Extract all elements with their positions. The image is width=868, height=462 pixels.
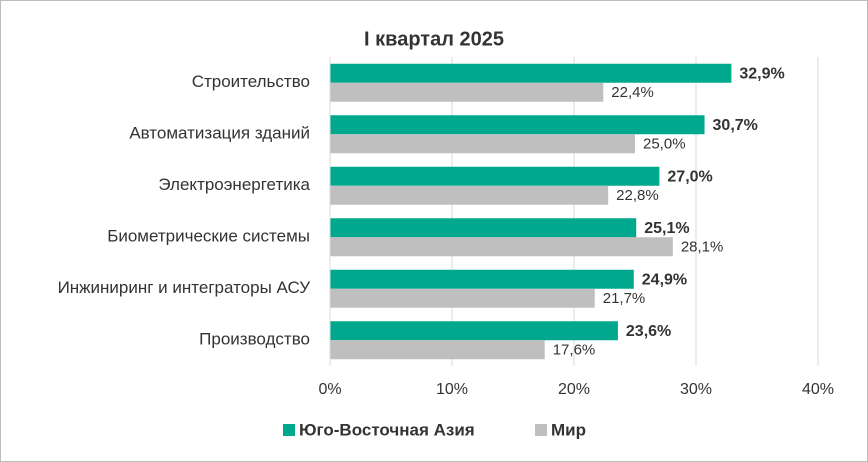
y-tick-label: Биометрические системы xyxy=(107,227,310,246)
x-tick-label: 40% xyxy=(802,381,834,398)
legend-label: Мир xyxy=(551,420,586,439)
x-tick-label: 20% xyxy=(558,381,590,398)
chart-title: I квартал 2025 xyxy=(364,28,504,50)
x-tick-label: 0% xyxy=(318,381,341,398)
bar xyxy=(330,63,732,83)
value-label: 27,0% xyxy=(667,168,712,185)
bar xyxy=(330,166,660,186)
y-tick-label: Строительство xyxy=(192,72,310,91)
value-label: 25,0% xyxy=(643,136,686,153)
value-label: 17,6% xyxy=(553,342,596,359)
bar xyxy=(330,237,673,257)
y-tick-label: Производство xyxy=(199,330,310,349)
legend-swatch xyxy=(535,424,547,436)
x-tick-label: 30% xyxy=(680,381,712,398)
bar xyxy=(330,321,618,341)
value-label: 22,4% xyxy=(611,84,654,101)
bar xyxy=(330,288,595,308)
legend-label: Юго-Восточная Азия xyxy=(299,420,475,439)
bar xyxy=(330,115,705,135)
value-label: 25,1% xyxy=(644,220,689,237)
y-tick-label: Инжиниринг и интеграторы АСУ xyxy=(58,278,311,297)
value-label: 32,9% xyxy=(739,65,784,82)
x-tick-label: 10% xyxy=(436,381,468,398)
value-label: 22,8% xyxy=(616,187,659,204)
bar xyxy=(330,185,609,205)
value-label: 30,7% xyxy=(713,117,758,134)
bar xyxy=(330,134,635,154)
bar xyxy=(330,269,634,289)
legend-swatch xyxy=(283,424,295,436)
bar xyxy=(330,340,545,360)
value-label: 24,9% xyxy=(642,271,687,288)
value-label: 21,7% xyxy=(603,290,646,307)
y-tick-label: Автоматизация зданий xyxy=(129,124,310,143)
bar xyxy=(330,82,604,102)
bar xyxy=(330,218,637,238)
y-tick-label: Электроэнергетика xyxy=(158,175,310,194)
value-label: 28,1% xyxy=(681,239,724,256)
value-label: 23,6% xyxy=(626,323,671,340)
